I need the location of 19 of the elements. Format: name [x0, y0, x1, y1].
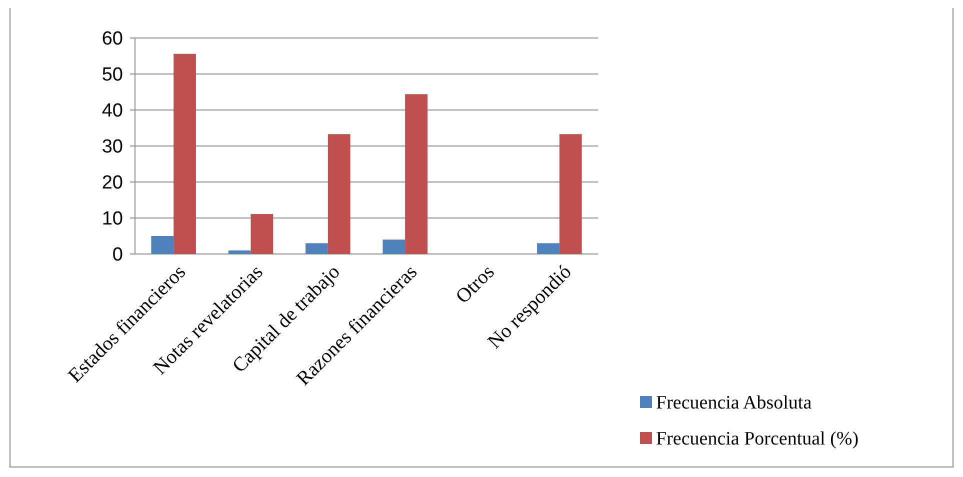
legend-label: Frecuencia Porcentual (%) [656, 428, 859, 450]
bar [382, 240, 406, 254]
bar [250, 214, 274, 254]
y-tick-label: 30 [102, 136, 123, 158]
y-tick-label: 40 [102, 100, 123, 122]
bar [174, 54, 196, 254]
y-tick-label: 50 [102, 64, 123, 86]
y-tick-label: 20 [102, 172, 123, 194]
legend-label: Frecuencia Absoluta [656, 392, 812, 414]
y-tick-label: 60 [102, 28, 123, 50]
bar [228, 250, 251, 254]
bar [405, 94, 428, 254]
y-tick-label: 0 [112, 244, 123, 266]
bar [328, 134, 350, 254]
bar [306, 243, 328, 254]
bar [151, 236, 174, 254]
bar [559, 134, 582, 254]
bar [537, 243, 560, 254]
y-tick-label: 10 [102, 208, 123, 230]
